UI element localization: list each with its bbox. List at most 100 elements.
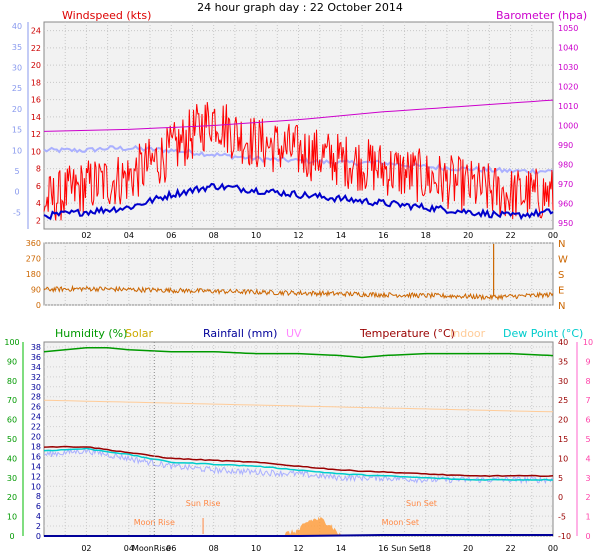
barometer-tick: 970 <box>558 180 573 189</box>
windspeed-tick: 8 <box>36 165 41 174</box>
x-tick: 20 <box>463 544 473 553</box>
uv-tick: 6 <box>585 416 590 425</box>
windspeed-tick: 10 <box>31 147 41 156</box>
outer-left-tick: -5 <box>13 208 21 217</box>
compass-label: N <box>558 239 565 250</box>
feels-like-line <box>43 447 554 485</box>
x-tick: 00 <box>548 544 558 553</box>
rainfall-tick: 6 <box>36 502 41 511</box>
solar-area <box>277 516 341 536</box>
rainfall-tick: 16 <box>31 452 41 461</box>
uv-tick: 1 <box>585 513 590 522</box>
sun-moon-annotation: Sun Rise <box>186 499 221 508</box>
rainfall-tick: 2 <box>36 522 41 531</box>
barometer-tick: 1030 <box>558 63 578 72</box>
humidity-tick: 30 <box>7 474 17 483</box>
temperature-tick: 40 <box>558 338 568 347</box>
barometer-tick: 1000 <box>558 122 578 131</box>
direction-tick: 0 <box>36 301 41 310</box>
x-tick: 20 <box>463 231 473 240</box>
barometer-tick: 990 <box>558 141 573 150</box>
barometer-tick: 960 <box>558 200 573 209</box>
direction-tick: 360 <box>26 239 41 248</box>
barometer-tick: 1050 <box>558 24 578 33</box>
humidity-tick: 50 <box>7 435 17 444</box>
x-tick: 22 <box>505 231 515 240</box>
legend-entry: Indoor <box>450 327 486 340</box>
x-tick: 06 <box>166 544 176 553</box>
humidity-tick: 60 <box>7 416 17 425</box>
temperature-tick: 15 <box>558 435 568 444</box>
x-tick: 10 <box>251 544 261 553</box>
x-tick: 04 <box>124 231 134 240</box>
direction-tick: 270 <box>26 255 41 264</box>
x-tick: 18 <box>421 544 431 553</box>
rainfall-tick: 36 <box>31 353 41 362</box>
rainfall-tick: 26 <box>31 403 41 412</box>
humidity-tick: 20 <box>7 493 17 502</box>
temperature-tick: -5 <box>558 513 566 522</box>
wind-panel-frame <box>43 21 554 230</box>
rainfall-tick: 18 <box>31 442 41 451</box>
rainfall-tick: 22 <box>31 423 41 432</box>
x-tick: 04 <box>124 544 134 553</box>
rainfall-tick: 20 <box>31 433 41 442</box>
x-tick: 08 <box>209 231 219 240</box>
temperature-tick: 30 <box>558 377 568 386</box>
rainfall-tick: 24 <box>31 413 41 422</box>
x-tick: 12 <box>293 544 303 553</box>
humidity-tick: 40 <box>7 454 17 463</box>
rainfall-tick: 38 <box>31 343 41 352</box>
windspeed-tick: 18 <box>31 78 41 87</box>
uv-tick: 9 <box>585 357 590 366</box>
rainfall-tick: 0 <box>36 532 41 541</box>
compass-label: E <box>558 286 564 297</box>
windspeed-tick: 22 <box>31 44 41 53</box>
rainfall-tick: 30 <box>31 383 41 392</box>
barometer-tick: 950 <box>558 219 573 228</box>
outer-left-tick: 20 <box>12 105 22 114</box>
barometer-line <box>43 99 554 132</box>
humidity-tick: 70 <box>7 396 17 405</box>
uv-tick: 8 <box>585 377 590 386</box>
uv-tick: 7 <box>585 396 590 405</box>
x-tick: 00 <box>548 231 558 240</box>
temperature-tick: 20 <box>558 416 568 425</box>
windspeed-tick: 4 <box>36 199 41 208</box>
moonrise-bottom-label: MoonRise <box>132 544 171 553</box>
x-tick: 02 <box>81 544 91 553</box>
rainfall-tick: 4 <box>36 512 41 521</box>
outer-left-tick: 30 <box>12 64 22 73</box>
outer-left-tick: 10 <box>12 146 22 155</box>
windspeed-axis-label: Windspeed (kts) <box>62 9 151 22</box>
compass-label: S <box>558 270 564 281</box>
windspeed-tick: 2 <box>36 216 41 225</box>
legend-entry: Solar <box>125 327 154 340</box>
barometer-tick: 980 <box>558 161 573 170</box>
x-tick: 12 <box>293 231 303 240</box>
humidity-tick: 10 <box>7 513 17 522</box>
outer-left-tick: 15 <box>12 126 22 135</box>
humidity-tick: 0 <box>9 532 14 541</box>
windspeed-tick: 16 <box>31 96 41 105</box>
temperature-line <box>43 445 554 477</box>
rainfall-tick: 32 <box>31 373 41 382</box>
windspeed-tick: 14 <box>31 113 41 122</box>
uv-tick: 5 <box>585 435 590 444</box>
windspeed-tick: 6 <box>36 182 41 191</box>
x-tick: 16 <box>378 231 388 240</box>
windspeed-tick: 24 <box>31 27 41 36</box>
x-tick: 14 <box>336 231 346 240</box>
windspeed-line <box>43 102 554 221</box>
outer-left-tick: 25 <box>12 84 22 93</box>
sun-moon-annotation: Moon Set <box>382 518 419 527</box>
compass-label: N <box>558 301 565 312</box>
outer-left-tick: 40 <box>12 22 22 31</box>
rainfall-tick: 34 <box>31 363 41 372</box>
wind-direction-line <box>43 284 554 301</box>
rainfall-tick: 10 <box>31 482 41 491</box>
humidity-tick: 100 <box>4 338 19 347</box>
rainfall-tick: 8 <box>36 492 41 501</box>
uv-tick: 3 <box>585 474 590 483</box>
